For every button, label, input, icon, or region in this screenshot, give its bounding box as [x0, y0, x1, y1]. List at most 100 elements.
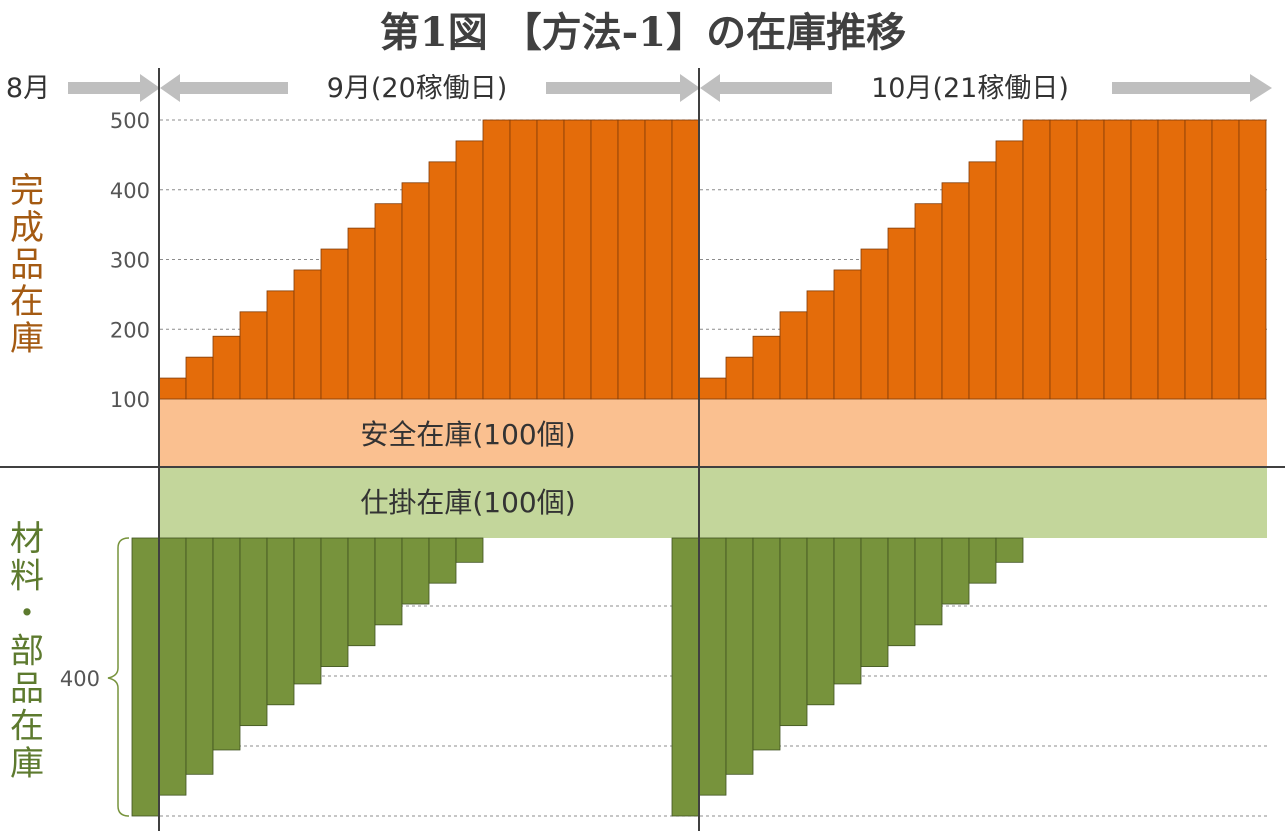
y-tick-label: 500: [110, 109, 150, 133]
material-bar: [158, 537, 187, 796]
finished-bar: [914, 203, 943, 400]
finished-bar: [509, 119, 538, 400]
finished-bar: [1076, 119, 1105, 400]
materials-label-char: 材: [10, 519, 44, 559]
finished-label-char: 成: [10, 208, 44, 248]
finished-bar: [779, 311, 808, 400]
finished-bar: [320, 248, 349, 400]
material-bar: [806, 537, 835, 706]
finished-bar: [1184, 119, 1213, 400]
materials-tick-400: 400: [60, 667, 100, 691]
finished-bar: [1157, 119, 1186, 400]
arrow-sep-right-icon: [546, 74, 700, 102]
y-tick-label: 100: [110, 388, 150, 412]
finished-bar: [1022, 119, 1051, 400]
header-september: 9月(20稼働日): [327, 73, 508, 104]
safety-stock-band: [160, 399, 1267, 467]
finished-bar: [374, 203, 403, 400]
finished-bar: [536, 119, 565, 400]
material-bar: [131, 537, 160, 817]
material-bar: [941, 537, 970, 605]
finished-bar: [698, 377, 727, 400]
finished-bar: [1130, 119, 1159, 400]
finished-bar: [968, 161, 997, 400]
materials-label-char: 料: [10, 557, 44, 597]
materials-label-char: 品: [10, 669, 44, 709]
arrow-oct-right-icon: [1112, 74, 1272, 102]
finished-bar: [563, 119, 592, 400]
arrow-aug-right-icon: [68, 74, 160, 102]
material-bar: [239, 537, 268, 727]
material-bar: [914, 537, 943, 626]
finished-grid: [160, 119, 1267, 330]
materials-label-char: 庫: [10, 744, 44, 784]
materials-label-char: ・: [10, 594, 44, 634]
finished-bar: [833, 269, 862, 400]
finished-bar: [995, 140, 1024, 400]
material-bar: [725, 537, 754, 775]
material-bar: [266, 537, 295, 706]
finished-bar: [671, 119, 700, 400]
finished-bar: [590, 119, 619, 400]
finished-bar: [482, 119, 511, 400]
material-bar: [887, 537, 916, 647]
finished-bar: [725, 356, 754, 400]
material-bar: [293, 537, 322, 685]
material-bar: [374, 537, 403, 626]
finished-bar: [941, 182, 970, 400]
material-bar: [185, 537, 214, 775]
material-bar: [320, 537, 349, 667]
chart-title: 第1図 【方法-1】の在庫推移: [380, 9, 906, 56]
materials-bars: [131, 537, 1024, 817]
finished-bar: [860, 248, 889, 400]
finished-bar: [401, 182, 430, 400]
finished-bar: [212, 335, 241, 400]
material-bar: [779, 537, 808, 727]
finished-bar: [347, 227, 376, 400]
material-bar: [833, 537, 862, 685]
finished-y-axis: 100 200 300 400 500: [110, 109, 150, 412]
materials-label-char: 部: [10, 632, 44, 672]
material-bar: [347, 537, 376, 647]
arrow-sep-left-icon: [160, 74, 288, 102]
finished-bar: [887, 227, 916, 400]
finished-bar: [752, 335, 781, 400]
material-bar: [455, 537, 484, 563]
finished-label-char: 品: [10, 245, 44, 285]
finished-bar: [1103, 119, 1132, 400]
header-august: 8月: [6, 73, 50, 104]
finished-bar: [158, 377, 187, 400]
wip-stock-label: 仕掛在庫(100個): [360, 486, 575, 519]
wip-stock-band: [160, 467, 1267, 538]
finished-bar: [428, 161, 457, 400]
finished-bar: [239, 311, 268, 400]
y-tick-label: 200: [110, 318, 150, 342]
header-october: 10月(21稼働日): [871, 73, 1069, 104]
material-bar: [401, 537, 430, 605]
material-bar: [860, 537, 889, 667]
finished-bar: [644, 119, 673, 400]
finished-label-char: 庫: [10, 319, 44, 359]
material-bar: [212, 537, 241, 751]
finished-bar: [1049, 119, 1078, 400]
finished-bar: [266, 290, 295, 400]
material-bar: [671, 537, 700, 817]
y-tick-label: 400: [110, 179, 150, 203]
finished-bar: [1211, 119, 1240, 400]
finished-bar: [617, 119, 646, 400]
finished-bar: [455, 140, 484, 400]
finished-label-char: 完: [10, 171, 44, 211]
month-header: [68, 74, 1272, 102]
finished-bar: [806, 290, 835, 400]
material-bar: [428, 537, 457, 584]
materials-label-char: 在: [10, 707, 44, 747]
finished-bar: [1238, 119, 1267, 400]
finished-label-char: 在: [10, 282, 44, 322]
finished-bars: [158, 119, 1267, 400]
materials-bracket: [107, 537, 130, 817]
material-bar: [698, 537, 727, 796]
safety-stock-label: 安全在庫(100個): [360, 418, 575, 451]
